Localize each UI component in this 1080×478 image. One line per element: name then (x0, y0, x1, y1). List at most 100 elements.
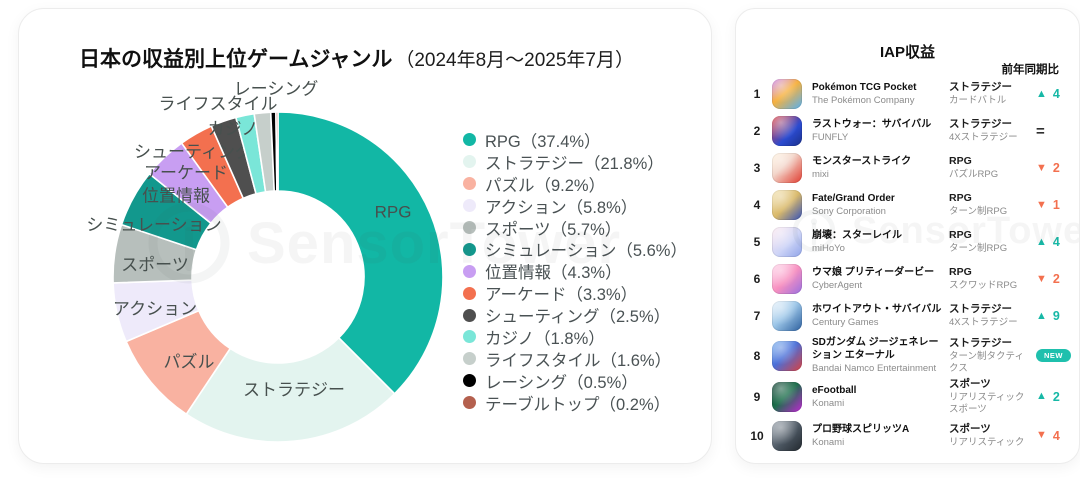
app-icon-cell (769, 227, 809, 258)
legend-item-4[interactable]: スポーツ（5.7%） (463, 217, 687, 239)
app-row[interactable]: 9 eFootball Konami スポーツ リアリスティックスポーツ ▲ 2 (748, 378, 1069, 416)
chart-legend: RPG（37.4%） ストラテジー（21.8%） パズル（9.2%） アクション（5.… (463, 129, 687, 414)
app-icon-cell (769, 340, 809, 371)
yoy-change: ▼ 1 (1032, 198, 1069, 212)
genre: スポーツ (949, 422, 991, 435)
up-triangle-icon: ▲ (1036, 235, 1047, 248)
slice-label: パズル (164, 352, 215, 371)
legend-label: RPG（37.4%） (485, 132, 601, 151)
genre-cell: ストラテジー 4Xストラテジー (949, 303, 1029, 329)
chart-title-period: （2024年8月～2025年7月） (395, 50, 634, 72)
legend-label: アクション（5.8%） (485, 198, 638, 217)
subgenre: ターン制タクティクス (949, 350, 1024, 374)
legend-item-6[interactable]: 位置情報（4.3%） (463, 260, 687, 282)
app-row[interactable]: 1 Pokémon TCG Pocket The Pokémon Company… (748, 77, 1069, 111)
app-name: Pokémon TCG Pocket (812, 82, 917, 94)
genre-cell: スポーツ リアリスティック (949, 423, 1029, 449)
legend-label: レーシング（0.5%） (485, 373, 638, 392)
genre-cell: RPG スクワッドRPG (949, 266, 1029, 292)
legend-dot-icon (463, 396, 476, 410)
app-icon-cell (769, 190, 809, 221)
genre-cell: ストラテジー ターン制タクティクス (949, 337, 1029, 375)
legend-item-10[interactable]: ライフスタイル（1.6%） (463, 348, 687, 370)
genre-revenue-chart-card: 日本の収益別上位ゲームジャンル （2024年8月～2025年7月） RPG ストラテ… (18, 8, 712, 464)
ranking-list: 1 Pokémon TCG Pocket The Pokémon Company… (748, 77, 1071, 453)
app-row[interactable]: 6 ウマ娘 プリティーダービー CyberAgent RPG スクワッドRPG … (748, 262, 1069, 296)
rank-number: 2 (753, 124, 761, 139)
legend-item-5[interactable]: シミュレーション（5.6%） (463, 238, 687, 260)
yoy-column-header: 前年同期比 (1001, 64, 1060, 76)
app-name: ラストウォー：サバイバル (812, 119, 932, 131)
app-company: mixi (812, 169, 829, 181)
app-company: Konami (812, 398, 845, 409)
subgenre: スクワッドRPG (949, 280, 1018, 292)
genre: RPG (949, 266, 972, 279)
genre: RPG (949, 155, 972, 168)
app-row[interactable]: 3 モンスターストライク mixi RPG パズルRPG ▼ 2 (748, 151, 1069, 185)
app-company: miHoYo (812, 243, 845, 255)
yoy-change: ▲ 2 (1032, 390, 1069, 404)
chart-title: 日本の収益別上位ゲームジャンル （2024年8月～2025年7月） (79, 43, 634, 73)
legend-item-1[interactable]: ストラテジー（21.8%） (463, 151, 687, 173)
yoy-change-value: 4 (1052, 87, 1060, 101)
donut-slice-12[interactable] (275, 111, 279, 192)
app-name-cell: Fate/Grand Order Sony Corporation (812, 192, 946, 218)
app-name: eFootball (812, 385, 857, 396)
app-row[interactable]: 7 ホワイトアウト・サバイバル Century Games ストラテジー 4Xス… (748, 299, 1069, 333)
legend-item-0[interactable]: RPG（37.4%） (463, 129, 687, 151)
app-name-cell: eFootball Konami (812, 384, 946, 410)
app-icon-cell (769, 381, 809, 412)
app-name-cell: 崩壊：スターレイル miHoYo (812, 229, 946, 255)
yoy-change: ▼ 2 (1032, 161, 1069, 175)
app-name: SDガンダム ジージェネレーション エターナル (812, 337, 939, 362)
app-row[interactable]: 8 SDガンダム ジージェネレーション エターナル Bandai Namco E… (748, 336, 1071, 375)
legend-dot-icon (463, 177, 476, 191)
legend-item-7[interactable]: アーケード（3.3%） (463, 282, 687, 304)
slice-label: カジノ (208, 119, 259, 138)
app-company: Konami (812, 436, 845, 448)
pro-yakyuu-spirits-icon (772, 420, 802, 451)
app-name: 崩壊：スターレイル (812, 230, 902, 242)
uma-musume-icon (772, 264, 802, 295)
equal-sign-icon: = (1036, 122, 1045, 140)
legend-item-12[interactable]: テーブルトップ（0.2%） (463, 392, 687, 414)
subgenre: ターン制RPG (949, 206, 1008, 218)
app-row[interactable]: 2 ラストウォー：サバイバル FUNFLY ストラテジー 4Xストラテジー = (748, 114, 1069, 148)
legend-item-9[interactable]: カジノ（1.8%） (463, 326, 687, 348)
slice-label: RPG (375, 202, 412, 221)
app-name-cell: モンスターストライク mixi (812, 155, 946, 181)
rank-number: 7 (753, 309, 761, 324)
legend-item-2[interactable]: パズル（9.2%） (463, 173, 687, 195)
app-company: FUNFLY (812, 132, 849, 144)
donut-slice-1[interactable] (185, 336, 396, 443)
yoy-change-value: 4 (1052, 428, 1060, 443)
slice-label: シミュレーション (86, 215, 221, 234)
legend-label: ストラテジー（21.8%） (485, 154, 664, 173)
legend-item-3[interactable]: アクション（5.8%） (463, 195, 687, 217)
ranking-title: IAP収益 (879, 44, 935, 62)
legend-dot-icon (463, 155, 476, 169)
slice-label: アーケード (144, 163, 228, 182)
app-name-cell: ウマ娘 プリティーダービー CyberAgent (812, 266, 946, 292)
rank-number: 4 (753, 198, 761, 213)
legend-dot-icon (463, 308, 476, 322)
genre: スポーツ (949, 378, 991, 390)
app-icon-cell (769, 420, 809, 451)
yoy-change: NEW (1032, 349, 1071, 363)
legend-dot-icon (463, 374, 476, 388)
donut-slice-0[interactable] (277, 111, 444, 395)
rank-number: 1 (753, 87, 761, 101)
app-row[interactable]: 5 崩壊：スターレイル miHoYo RPG ターン制RPG ▲ 4 (748, 225, 1069, 259)
genre-cell: スポーツ リアリスティックスポーツ (949, 378, 1029, 416)
genre: ストラテジー (949, 336, 1012, 349)
efootball-icon (772, 381, 802, 412)
genre: ストラテジー (949, 118, 1012, 131)
yoy-change-value: 4 (1052, 235, 1060, 250)
legend-dot-icon (463, 221, 476, 234)
yoy-change: ▲ 4 (1032, 87, 1069, 101)
app-row[interactable]: 4 Fate/Grand Order Sony Corporation RPG … (748, 188, 1069, 222)
yoy-change: ▼ 2 (1032, 272, 1069, 286)
legend-item-11[interactable]: レーシング（0.5%） (463, 370, 687, 392)
app-row[interactable]: 10 プロ野球スピリッツA Konami スポーツ リアリスティック ▼ 4 (748, 419, 1069, 453)
legend-item-8[interactable]: シューティング（2.5%） (463, 304, 687, 326)
